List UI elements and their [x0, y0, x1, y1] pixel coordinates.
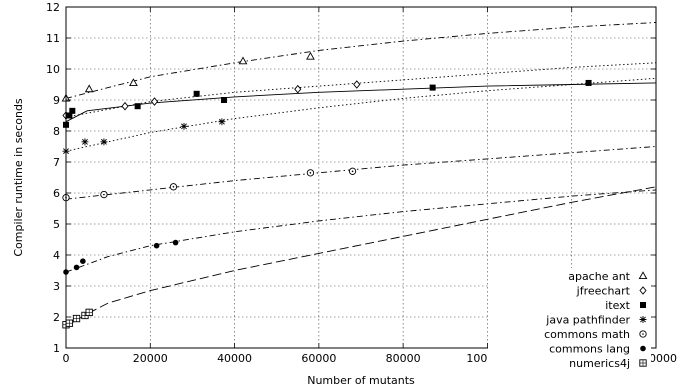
data-point-apache-ant: [306, 51, 315, 60]
y-tick-label: 9: [53, 94, 60, 107]
y-tick-label: 1: [53, 342, 60, 355]
y-tick-label: 10: [46, 63, 60, 76]
plot-frame: [65, 6, 657, 349]
fit-lines: [65, 22, 657, 327]
data-point-numerics4j: [65, 319, 74, 327]
data-point-commons-lang: [80, 258, 86, 265]
data-point-java-pathfinder: [180, 122, 188, 130]
y-tick-label: 8: [53, 125, 60, 138]
y-tick-label: 12: [46, 1, 60, 14]
data-point-java-pathfinder: [100, 138, 108, 146]
x-axis-label: Number of mutants: [307, 374, 415, 387]
data-point-numerics4j: [85, 308, 93, 316]
legend-marker-numerics4j: [639, 359, 647, 367]
data-point-itext: [221, 97, 228, 103]
fit-line-jfreechart: [65, 62, 657, 118]
fit-line-itext: [65, 82, 657, 123]
fit-line-commons-lang: [65, 189, 657, 273]
data-point-apache-ant: [84, 84, 94, 93]
legend-label-commons-lang: commons lang: [549, 343, 630, 356]
data-point-itext: [66, 112, 73, 119]
data-point-commons-lang: [172, 239, 179, 246]
data-point-commons-lang: [73, 264, 80, 271]
x-tick-label: 80000: [386, 352, 421, 365]
x-tick-label: 40000: [217, 352, 252, 365]
y-tick-label: 3: [53, 280, 60, 293]
data-point-itext: [193, 90, 200, 97]
y-tick-label: 2: [53, 311, 60, 324]
legend-marker-itext: [640, 302, 646, 308]
fit-line-java-pathfinder: [65, 77, 657, 152]
legend-label-numerics4j: numerics4j: [569, 357, 630, 370]
legend-marker-commons-lang: [640, 345, 646, 352]
x-tick-label: 60000: [301, 352, 336, 365]
data-point-itext: [429, 84, 436, 91]
legend-marker-java-pathfinder: [639, 316, 647, 323]
data-point-apache-ant: [129, 78, 138, 87]
legend-label-java-pathfinder: java pathfinder: [545, 314, 630, 327]
data-point-jfreechart: [353, 80, 361, 89]
data-point-jfreechart: [150, 97, 159, 106]
fit-line-apache-ant: [65, 22, 657, 99]
y-tick-label: 7: [53, 156, 60, 169]
data-point-numerics4j: [72, 314, 81, 323]
data-point-commons-math: [100, 190, 108, 199]
y-tick-label: 6: [53, 187, 60, 200]
y-tick-label: 5: [53, 218, 60, 231]
legend-label-jfreechart: jfreechart: [576, 285, 631, 298]
legend-background: [488, 268, 651, 374]
legend-label-apache-ant: apache ant: [568, 270, 630, 283]
data-point-jfreechart: [294, 84, 302, 94]
data-point-apache-ant: [238, 56, 248, 65]
data-point-commons-math: [348, 167, 357, 175]
legend-marker-commons-math: [639, 330, 647, 338]
data-point-java-pathfinder: [81, 138, 89, 146]
x-tick-label: 20000: [133, 352, 168, 365]
data-point-itext: [69, 107, 76, 114]
data-point-commons-math: [169, 183, 178, 191]
data-point-jfreechart: [121, 101, 129, 111]
legend-label-commons-math: commons math: [544, 328, 630, 341]
data-point-commons-lang: [153, 242, 160, 249]
x-tick-label: 0: [63, 352, 70, 365]
data-point-commons-math: [306, 169, 315, 177]
y-axis-label: Compiler runtime in seconds: [12, 98, 25, 257]
data-point-itext: [585, 79, 592, 86]
y-tick-label: 4: [53, 249, 60, 262]
legend-marker-jfreechart: [639, 286, 647, 295]
y-tick-label: 11: [46, 32, 60, 45]
fit-line-commons-math: [65, 146, 657, 200]
data-point-java-pathfinder: [218, 118, 226, 126]
fit-line-numerics4j: [65, 186, 657, 327]
legend-marker-apache-ant: [638, 271, 648, 280]
data-point-itext: [134, 103, 141, 110]
legend-label-itext: itext: [605, 299, 630, 312]
